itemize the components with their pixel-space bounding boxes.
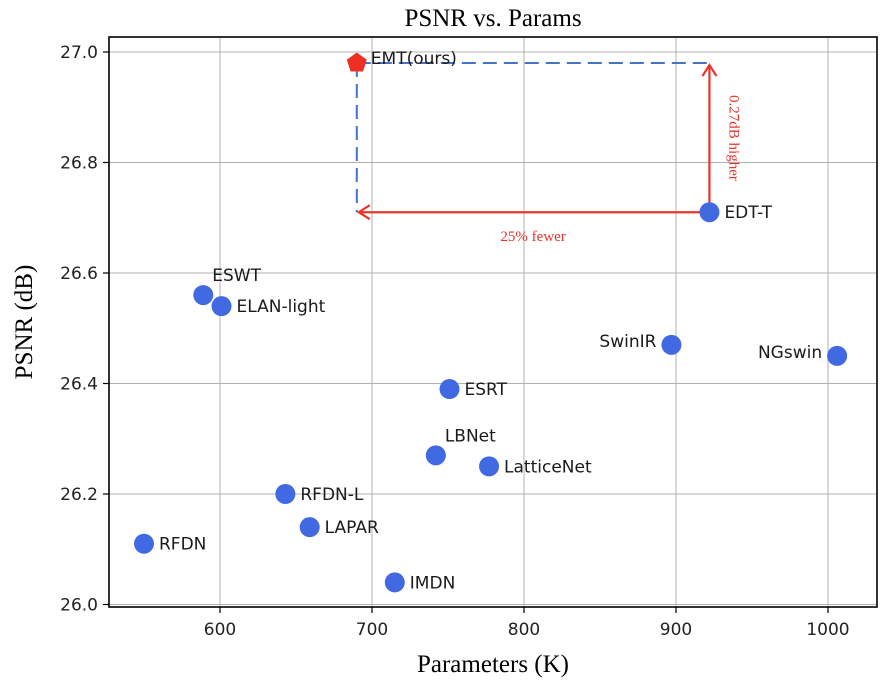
point-label: SwinIR [599,332,656,352]
y-tick-label: 26.6 [60,264,98,284]
y-tick-label: 26.2 [60,485,98,505]
data-point-emt-pentagon [346,52,367,72]
x-tick-label: 900 [660,620,692,640]
x-tick-label: 700 [356,620,388,640]
data-point-lapar [299,517,320,538]
fewer-arrow-head [356,204,371,221]
x-tick-label: 800 [508,620,540,640]
y-tick-label: 27.0 [60,43,98,63]
point-label: RFDN-L [300,485,364,505]
data-point-rfdn [134,533,154,554]
y-axis-label: PSNR (dB) [11,265,38,380]
data-point-imdn [384,572,405,593]
plot-frame [108,36,878,608]
chart-title: PSNR vs. Params [404,5,581,32]
point-label: LBNet [445,426,496,446]
y-axis-ticks: 26.0 26.2 26.4 26.6 26.8 27.0 [60,43,109,616]
point-label: LatticeNet [504,457,592,477]
point-labels: ESWT ELAN-light SwinIR NGswin ESRT LBNet Latti… [159,49,822,593]
y-tick-label: 26.8 [60,154,98,174]
higher-annotation-label: 0.27dB higher [725,95,741,181]
data-point-ngswin [827,345,848,366]
data-point-latticenet [479,456,500,477]
point-label: ELAN-light [237,297,326,317]
point-label: RFDN [159,535,206,555]
data-point-rfdn-l [275,484,296,504]
data-points [134,52,848,593]
higher-arrow-head [701,63,718,77]
data-point-edt-t [699,202,720,223]
point-label: IMDN [410,573,456,593]
data-point-eswt [193,285,214,306]
point-label: ESWT [212,266,261,286]
data-point-elan-light [211,296,232,317]
fewer-annotation-label: 25% fewer [500,229,565,245]
highlight-label: EMT(ours) [371,49,457,69]
x-axis-label: Parameters (K) [417,651,569,678]
point-label: EDT-T [724,203,772,223]
x-axis-ticks: 600 700 800 900 1000 [204,607,850,640]
point-label: ESRT [465,380,508,400]
point-label: NGswin [758,343,822,363]
grid-lines [109,37,877,607]
data-point-swinir [661,334,682,355]
y-tick-label: 26.0 [60,596,98,616]
point-label: LAPAR [325,518,379,538]
data-point-lbnet [425,445,446,466]
x-tick-label: 600 [204,620,236,640]
x-tick-label: 1000 [806,620,849,640]
annotation-guides: 25% fewer 0.27dB higher [355,62,741,245]
data-point-esrt [439,379,460,400]
y-tick-label: 26.4 [60,375,98,395]
